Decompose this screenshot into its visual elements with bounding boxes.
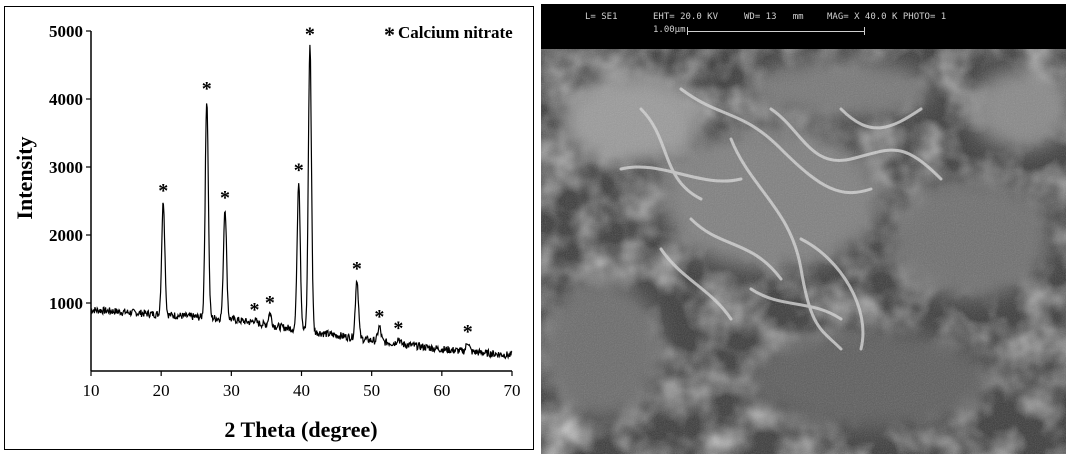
y-tick-label: 2000 bbox=[49, 226, 83, 245]
peak-marker: * bbox=[374, 306, 384, 328]
chart-frame bbox=[4, 6, 534, 450]
peak-marker: * bbox=[265, 292, 275, 314]
xrd-chart-panel: 10 20 30 40 50 60 70 1000 2000 3000 4000 5000 * * * * *… bbox=[4, 6, 534, 450]
peak-marker: * bbox=[393, 317, 403, 339]
sem-image-panel: L= SE1 EHT= 20.0 KV WD= 13 mm MAG= X 40.… bbox=[541, 4, 1066, 454]
scale-bar-tick-left bbox=[687, 27, 688, 35]
x-axis-label: 2 Theta (degree) bbox=[224, 417, 377, 442]
peak-markers: * * * * * * * * * * * bbox=[158, 24, 473, 343]
chart-axes bbox=[90, 31, 512, 372]
sem-detector-text: L= SE1 bbox=[585, 12, 618, 22]
peak-marker: * bbox=[305, 24, 315, 46]
xrd-pattern-line bbox=[90, 44, 513, 360]
x-tick-label: 60 bbox=[433, 381, 450, 400]
y-axis-label: Intensity bbox=[12, 136, 37, 219]
sem-micrograph bbox=[541, 49, 1066, 454]
chart-ticks: 10 20 30 40 50 60 70 1000 2000 3000 4000 5000 bbox=[49, 22, 521, 400]
peak-marker: * bbox=[249, 299, 259, 321]
y-tick-label: 4000 bbox=[49, 90, 83, 109]
sem-wd-text: WD= 13 mm bbox=[744, 12, 804, 22]
x-tick-label: 10 bbox=[83, 381, 100, 400]
y-tick-label: 5000 bbox=[49, 22, 83, 41]
x-tick-label: 70 bbox=[504, 381, 521, 400]
peak-marker: * bbox=[352, 258, 362, 280]
x-tick-label: 20 bbox=[153, 381, 170, 400]
y-tick-label: 3000 bbox=[49, 158, 83, 177]
y-tick-label: 1000 bbox=[49, 294, 83, 313]
x-tick-label: 50 bbox=[363, 381, 380, 400]
legend-label: Calcium nitrate bbox=[398, 23, 513, 42]
sem-info-bar: L= SE1 EHT= 20.0 KV WD= 13 mm MAG= X 40.… bbox=[541, 4, 1066, 49]
peak-marker: * bbox=[220, 187, 230, 209]
sem-eht-text: EHT= 20.0 KV bbox=[653, 12, 719, 22]
scale-bar bbox=[687, 31, 865, 32]
x-tick-label: 40 bbox=[293, 381, 310, 400]
peak-marker: * bbox=[202, 78, 212, 100]
sem-mag-text: MAG= X 40.0 K PHOTO= 1 bbox=[827, 12, 947, 22]
legend-marker: * bbox=[384, 22, 395, 47]
peak-marker: * bbox=[463, 321, 473, 343]
x-tick-label: 30 bbox=[223, 381, 240, 400]
peak-marker: * bbox=[294, 160, 304, 182]
scale-bar-label: 1.00µm bbox=[653, 25, 686, 35]
scale-bar-tick-right bbox=[864, 27, 865, 35]
peak-marker: * bbox=[158, 180, 168, 202]
